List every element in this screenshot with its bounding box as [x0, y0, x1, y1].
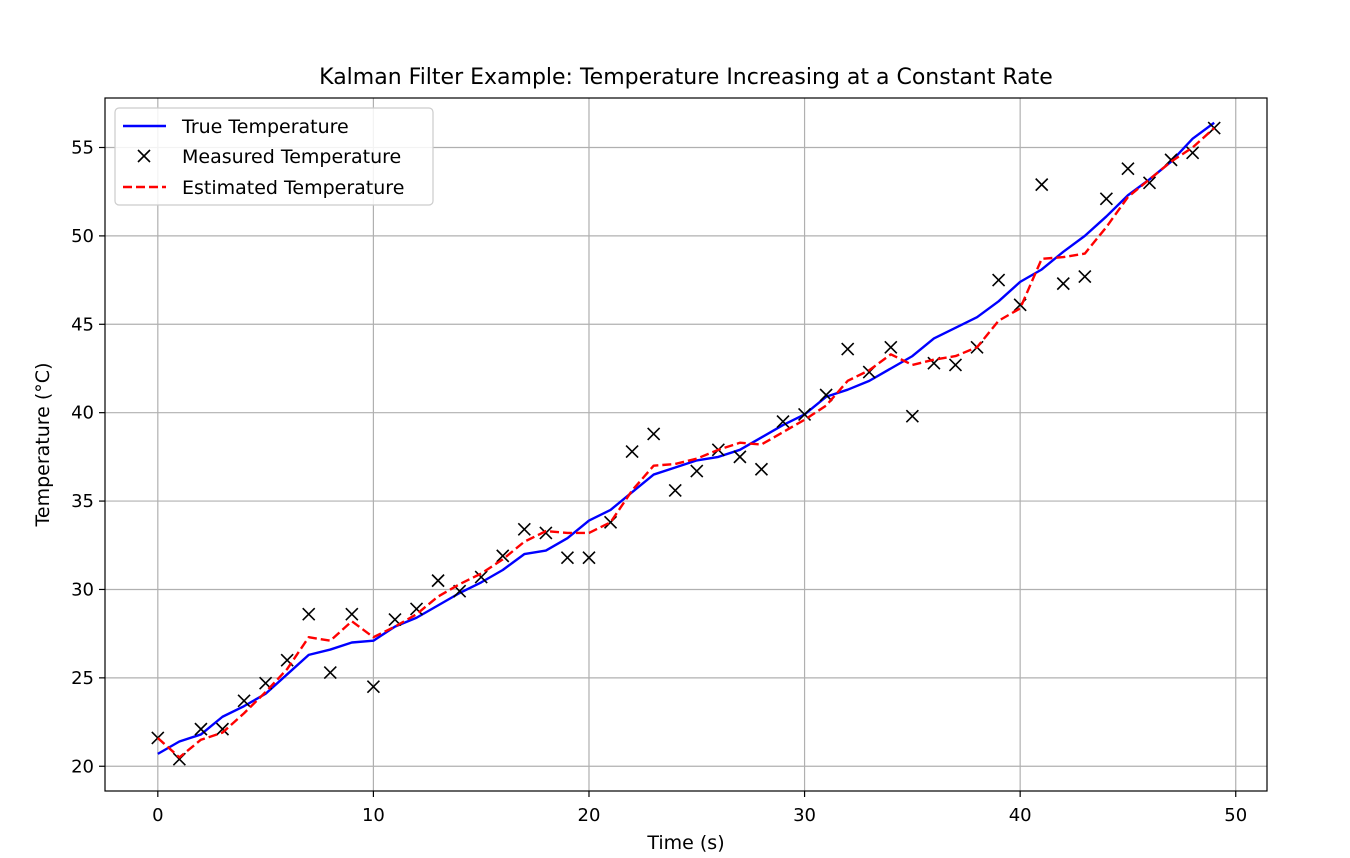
- measured-point: [1099, 192, 1113, 206]
- legend-marker: [137, 149, 151, 163]
- legend-label: True Temperature: [181, 116, 349, 138]
- x-axis-label: Time (s): [646, 832, 724, 854]
- measured-point: [474, 570, 488, 584]
- axis-ticks: 0 10 20 30 40 50 20 25 30 35 40 45 50 55: [71, 138, 1247, 827]
- measured-point: [948, 358, 963, 372]
- measured-point: [841, 342, 855, 356]
- measured-point: [668, 483, 682, 498]
- measured-point: [819, 388, 833, 402]
- measured-point: [776, 414, 790, 429]
- legend-label: Measured Temperature: [182, 146, 401, 168]
- measured-point: [733, 450, 747, 464]
- x-tick-label: 0: [152, 805, 163, 826]
- measured-point: [884, 340, 898, 354]
- measured-point: [1121, 162, 1135, 176]
- plot-frame: [104, 97, 1268, 792]
- y-tick-label: 45: [71, 314, 94, 335]
- true-temperature-line: [157, 121, 1215, 755]
- measured-point: [1142, 176, 1157, 190]
- measured-point: [647, 427, 661, 441]
- x-tick-label: 30: [793, 805, 816, 826]
- measured-point: [1056, 277, 1070, 291]
- y-axis-label: Temperature (°C): [32, 363, 54, 528]
- measured-point: [560, 551, 574, 565]
- measured-point: [496, 549, 510, 563]
- plot-area: [151, 121, 1221, 766]
- measured-point: [431, 574, 445, 588]
- measured-point: [539, 526, 553, 540]
- legend-entry-measured: Measured Temperature: [137, 146, 401, 168]
- y-tick-label: 20: [71, 756, 94, 777]
- legend-entry-estimated: Estimated Temperature: [123, 177, 404, 199]
- measured-point: [690, 464, 704, 478]
- measured-point: [215, 722, 230, 736]
- measured-point: [754, 462, 769, 476]
- legend-box: [114, 107, 434, 206]
- x-tick-label: 40: [1009, 805, 1032, 826]
- chart-title: Kalman Filter Example: Temperature Incre…: [319, 65, 1053, 90]
- measured-point: [905, 409, 919, 423]
- measured-point: [517, 522, 531, 536]
- legend-label: Estimated Temperature: [182, 177, 404, 199]
- y-tick-label: 50: [71, 226, 94, 247]
- measured-point: [237, 694, 251, 708]
- measured-point: [302, 607, 316, 621]
- legend: True Temperature Measured Temperature Esti…: [114, 107, 434, 206]
- x-tick-label: 50: [1224, 805, 1247, 826]
- legend-entry-true: True Temperature: [123, 116, 349, 138]
- measured-point: [323, 665, 337, 680]
- measured-point: [366, 680, 380, 694]
- measured-temperature-markers: [151, 121, 1221, 766]
- measured-point: [345, 607, 359, 621]
- y-tick-label: 40: [71, 403, 94, 424]
- measured-point: [409, 602, 424, 616]
- y-tick-label: 35: [71, 491, 94, 512]
- y-tick-label: 25: [71, 668, 94, 689]
- measured-point: [625, 445, 639, 459]
- measured-point: [194, 722, 208, 736]
- measured-point: [992, 273, 1006, 287]
- x-tick-label: 20: [578, 805, 601, 826]
- grid: [105, 98, 1267, 791]
- estimated-temperature-line: [157, 127, 1215, 759]
- y-tick-label: 55: [71, 138, 94, 159]
- measured-point: [1035, 178, 1049, 192]
- x-tick-label: 10: [362, 805, 385, 826]
- measured-point: [582, 551, 596, 565]
- measured-point: [1078, 269, 1092, 284]
- measured-point: [1186, 146, 1200, 160]
- y-tick-label: 30: [71, 579, 94, 600]
